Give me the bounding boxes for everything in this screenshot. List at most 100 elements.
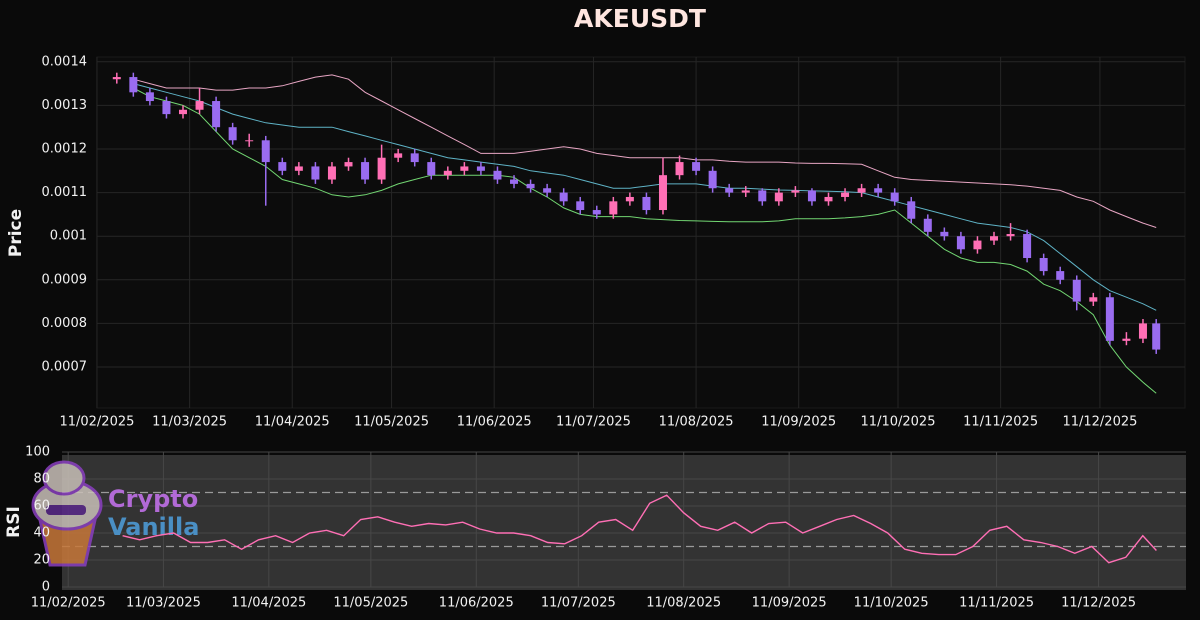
y-axis-label: RSI xyxy=(4,506,24,538)
candle-body xyxy=(228,127,237,141)
candle-body xyxy=(956,236,965,250)
y-tick-label: 0.0007 xyxy=(42,360,88,375)
watermark-text: Crypto xyxy=(108,485,198,513)
x-tick-label: 11/02/2025 xyxy=(59,415,134,430)
candle-body xyxy=(526,183,535,189)
candle-body xyxy=(162,101,171,115)
candle-body xyxy=(559,192,568,202)
candle-body xyxy=(824,196,833,202)
line xyxy=(133,83,1157,311)
y-tick-label: 0 xyxy=(42,580,50,595)
candle-body xyxy=(857,188,866,193)
x-tick-label: 11/02/2025 xyxy=(31,596,106,611)
rsi-plot-area xyxy=(62,455,1186,590)
y-tick-label: 80 xyxy=(33,472,50,487)
candle-body xyxy=(625,196,634,202)
candle-body xyxy=(758,190,767,202)
x-tick-label: 11/06/2025 xyxy=(439,596,514,611)
x-tick-label: 11/06/2025 xyxy=(457,415,532,430)
y-tick-label: 0.0014 xyxy=(42,54,88,69)
candle-body xyxy=(344,162,353,167)
candle-body xyxy=(791,190,800,193)
x-tick-label: 11/10/2025 xyxy=(854,596,929,611)
y-tick-label: 60 xyxy=(33,499,50,514)
candle-body xyxy=(692,162,701,171)
y-tick-label: 0.0012 xyxy=(42,142,88,157)
candle-body xyxy=(245,140,254,142)
candle-body xyxy=(476,166,485,171)
candle-body xyxy=(178,109,187,115)
candle-body xyxy=(708,170,717,189)
x-tick-label: 11/07/2025 xyxy=(556,415,631,430)
candle-body xyxy=(741,190,750,193)
candle-body xyxy=(493,170,502,180)
y-tick-label: 0.0013 xyxy=(42,98,88,113)
candle-body xyxy=(361,162,370,180)
line xyxy=(133,74,1157,228)
x-tick-label: 11/04/2025 xyxy=(231,596,306,611)
y-tick-label: 0.0009 xyxy=(42,272,88,287)
x-tick-label: 11/09/2025 xyxy=(761,415,836,430)
candle-body xyxy=(1122,338,1131,341)
x-tick-label: 11/04/2025 xyxy=(255,415,330,430)
x-tick-label: 11/12/2025 xyxy=(1062,415,1137,430)
candle-body xyxy=(410,153,419,163)
candle-body xyxy=(973,240,982,250)
candle-body xyxy=(907,201,916,219)
y-tick-label: 40 xyxy=(33,526,50,541)
candle-body xyxy=(311,166,320,180)
x-tick-label: 11/12/2025 xyxy=(1061,596,1136,611)
candle-body xyxy=(576,201,585,211)
candle-body xyxy=(1023,234,1032,259)
x-tick-label: 11/08/2025 xyxy=(646,596,721,611)
y-tick-label: 20 xyxy=(33,553,50,568)
x-tick-label: 11/08/2025 xyxy=(659,415,734,430)
candle-body xyxy=(145,92,154,102)
candle-body xyxy=(923,218,932,232)
candle-body xyxy=(510,179,519,184)
candle-body xyxy=(377,157,386,180)
logo-glasses xyxy=(46,505,86,515)
x-tick-label: 11/11/2025 xyxy=(959,596,1034,611)
candle-body xyxy=(543,188,552,193)
chart-title: AKEUSDT xyxy=(574,4,706,33)
x-tick-label: 11/03/2025 xyxy=(126,596,201,611)
candle-body xyxy=(1056,271,1065,280)
candle-body xyxy=(841,192,850,197)
y-axis-label: Price xyxy=(6,209,26,257)
candle-body xyxy=(294,166,303,171)
candle-body xyxy=(774,192,783,202)
x-tick-label: 11/10/2025 xyxy=(861,415,936,430)
x-tick-label: 11/09/2025 xyxy=(752,596,827,611)
candle-body xyxy=(427,162,436,176)
logo-cream xyxy=(42,460,86,496)
candle-body xyxy=(675,162,684,176)
candle-body xyxy=(1105,297,1114,341)
candle-body xyxy=(990,236,999,241)
candle-body xyxy=(195,101,204,110)
candle-body xyxy=(1138,323,1147,339)
candle-body xyxy=(592,210,601,215)
candle-body xyxy=(261,140,270,163)
candle-body xyxy=(443,170,452,176)
x-tick-label: 11/03/2025 xyxy=(152,415,227,430)
y-tick-label: 0.001 xyxy=(50,229,87,244)
candle-body xyxy=(327,166,336,180)
x-tick-label: 11/05/2025 xyxy=(354,415,429,430)
candle-body xyxy=(940,231,949,237)
candle-body xyxy=(642,196,651,211)
candle-body xyxy=(725,188,734,193)
line xyxy=(122,494,1157,564)
watermark xyxy=(31,460,103,567)
candle-body xyxy=(212,101,221,128)
x-tick-label: 11/05/2025 xyxy=(333,596,408,611)
price-plot-area xyxy=(96,56,1186,409)
candle-body xyxy=(1039,258,1048,272)
candle-body xyxy=(609,201,618,215)
candle-body xyxy=(874,188,883,193)
x-tick-label: 11/11/2025 xyxy=(963,415,1038,430)
candle-body xyxy=(129,77,138,93)
candle-body xyxy=(1006,234,1015,237)
candle-body xyxy=(890,192,899,202)
